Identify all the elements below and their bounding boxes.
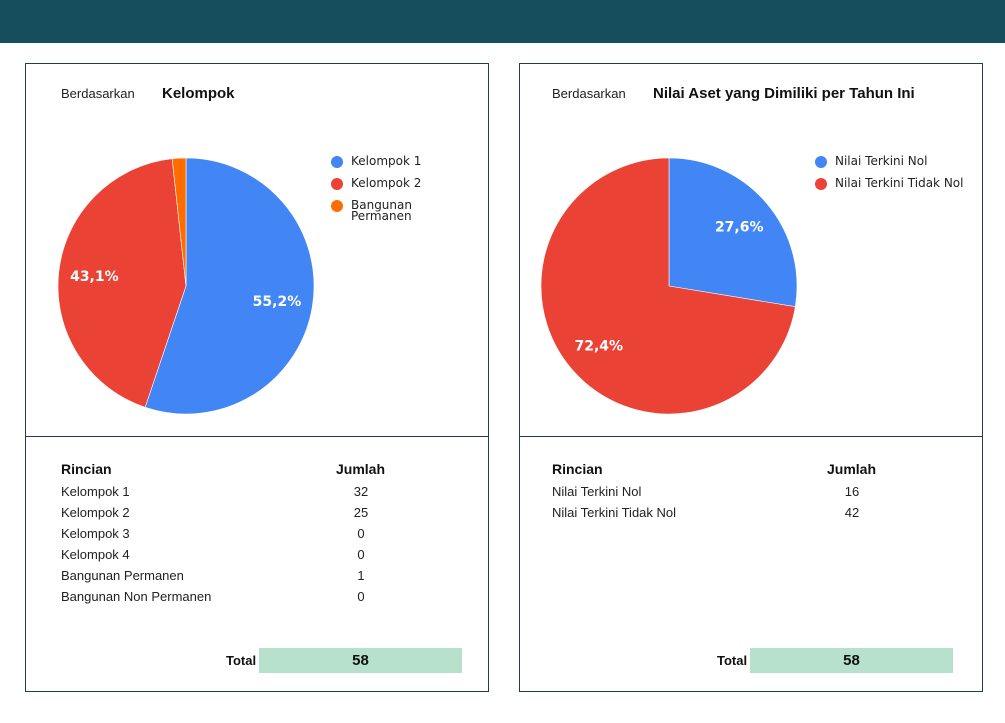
kelompok-slice-label-1: 55,2% xyxy=(253,294,302,310)
nilai-aset-total-value: 58 xyxy=(750,648,953,673)
table-row-label: Bangunan Permanen xyxy=(61,568,184,583)
table-row-label: Kelompok 3 xyxy=(61,526,130,541)
kelompok-col-rincian: Rincian xyxy=(61,461,112,477)
nilai-aset-header-prefix: Berdasarkan xyxy=(552,86,626,101)
legend-dot-orange xyxy=(331,200,343,212)
legend-item: Nilai Terkini Tidak Nol xyxy=(815,176,965,190)
nilai-aset-legend: Nilai Terkini Nol Nilai Terkini Tidak No… xyxy=(815,154,965,200)
nilai-aset-slice-2 xyxy=(540,157,796,415)
kelompok-slice-2 xyxy=(57,158,187,408)
legend-dot-blue xyxy=(331,156,343,168)
legend-item: Kelompok 2 xyxy=(331,176,481,190)
table-row-value: 25 xyxy=(353,505,369,520)
kelompok-col-jumlah: Jumlah xyxy=(336,461,386,477)
nilai-aset-pie-chart: 27,6% 72,4% xyxy=(540,157,798,415)
kelompok-slice-3 xyxy=(171,157,187,287)
table-row-label: Nilai Terkini Tidak Nol xyxy=(552,505,677,520)
kelompok-header-prefix: Berdasarkan xyxy=(61,86,135,101)
kelompok-slice-1 xyxy=(144,157,315,415)
top-header-bar xyxy=(0,0,1005,43)
kelompok-header-title: Kelompok xyxy=(162,85,235,102)
legend-item: Nilai Terkini Nol xyxy=(815,154,965,168)
table-row-value: 0 xyxy=(357,589,365,604)
nilai-aset-slice-label-1: 27,6% xyxy=(715,219,764,235)
table-row-value: 42 xyxy=(844,505,860,520)
nilai-aset-divider xyxy=(520,436,982,437)
table-row-label: Bangunan Non Permanen xyxy=(61,589,212,604)
nilai-aset-chart-area: Berdasarkan Nilai Aset yang Dimiliki per… xyxy=(520,64,982,437)
table-row-label: Kelompok 4 xyxy=(61,547,130,562)
table-row-label: Kelompok 1 xyxy=(61,484,130,499)
nilai-aset-slice-label-2: 72,4% xyxy=(574,339,623,355)
table-row-label: Kelompok 2 xyxy=(61,505,130,520)
legend-label: Nilai Terkini Nol xyxy=(835,154,928,168)
legend-label: Kelompok 2 xyxy=(351,176,422,190)
legend-label: Kelompok 1 xyxy=(351,154,422,168)
table-row-value: 16 xyxy=(844,484,860,499)
nilai-aset-header-title: Nilai Aset yang Dimiliki per Tahun Ini xyxy=(653,85,915,102)
legend-label: Nilai Terkini Tidak Nol xyxy=(835,176,964,190)
legend-dot-red xyxy=(331,178,343,190)
kelompok-total-value: 58 xyxy=(259,648,462,673)
kelompok-pie-chart: 55,2% 43,1% xyxy=(57,157,315,415)
nilai-aset-slice-1 xyxy=(668,157,798,308)
table-row-label: Nilai Terkini Nol xyxy=(552,484,642,499)
kelompok-divider xyxy=(26,436,488,437)
nilai-aset-col-rincian: Rincian xyxy=(552,461,603,477)
nilai-aset-panel: Berdasarkan Nilai Aset yang Dimiliki per… xyxy=(519,63,983,692)
legend-label: Bangunan Permanen xyxy=(351,198,412,223)
legend-dot-red xyxy=(815,178,827,190)
kelompok-legend: Kelompok 1 Kelompok 2 Bangunan Permanen xyxy=(331,154,481,233)
legend-item: Bangunan Permanen xyxy=(331,198,431,223)
legend-item: Kelompok 1 xyxy=(331,154,481,168)
kelompok-chart-area: Berdasarkan Kelompok 55,2% 43,1% Kelompok… xyxy=(26,64,488,437)
kelompok-panel: Berdasarkan Kelompok 55,2% 43,1% Kelompok… xyxy=(25,63,489,692)
table-row-value: 32 xyxy=(353,484,369,499)
table-row-value: 0 xyxy=(357,526,365,541)
kelompok-slice-label-2: 43,1% xyxy=(70,269,119,285)
table-row-value: 0 xyxy=(357,547,365,562)
table-row-value: 1 xyxy=(357,568,365,583)
nilai-aset-col-jumlah: Jumlah xyxy=(827,461,877,477)
nilai-aset-total-label: Total xyxy=(717,653,748,668)
kelompok-total-label: Total xyxy=(226,653,257,668)
legend-dot-blue xyxy=(815,156,827,168)
